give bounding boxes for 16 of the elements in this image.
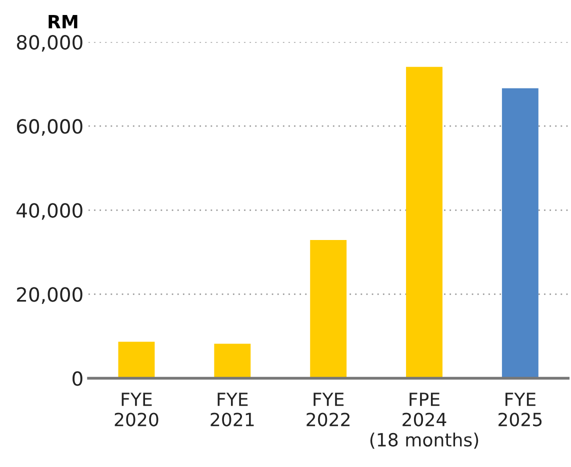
- y-axis-title: RM: [48, 15, 78, 28]
- x-tick-label: FYE 2022: [306, 392, 350, 426]
- x-tick-label: FYE 2021: [210, 392, 254, 426]
- x-tick-label: FYE 2025: [498, 392, 542, 426]
- bar: [118, 342, 155, 378]
- y-tick-label: 0: [72, 371, 82, 386]
- bar: [406, 66, 442, 378]
- x-tick-label: FPE 2024 (18 months): [370, 392, 478, 449]
- bar: [214, 344, 251, 378]
- y-tick-label: 80,000: [16, 34, 82, 52]
- bar: [502, 88, 538, 378]
- y-tick-label: 20,000: [17, 287, 82, 304]
- x-tick-label: FYE 2020: [114, 392, 158, 426]
- y-tick-label: 40,000: [16, 203, 82, 220]
- bar: [310, 240, 347, 378]
- y-tick-label: 60,000: [16, 119, 82, 136]
